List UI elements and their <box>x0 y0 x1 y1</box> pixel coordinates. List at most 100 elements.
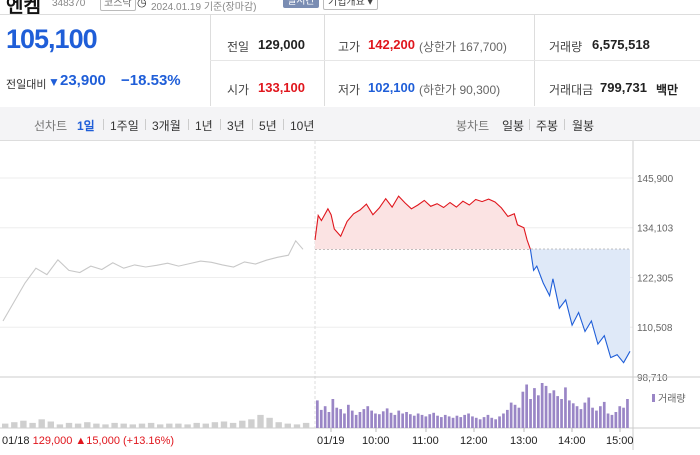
base-date: 2024.01.19 기준(장마감) <box>151 2 257 13</box>
tab-divider <box>220 119 221 130</box>
prev-day-summary-part: 01/18 <box>2 435 33 447</box>
tab-candle-week[interactable]: 주봉 <box>536 119 559 133</box>
today-volume-bar <box>529 399 532 428</box>
tab-candle-month[interactable]: 월봉 <box>572 119 595 133</box>
today-volume-bar <box>602 401 606 428</box>
today-volume-bar <box>343 413 346 428</box>
today-volume-bar <box>401 413 404 428</box>
tab-period-10y[interactable]: 10년 <box>290 119 315 133</box>
today-volume-bar <box>319 409 323 428</box>
x-tick-label: 11:00 <box>412 435 439 447</box>
today-volume-bar <box>397 410 401 428</box>
change-rate: −18.53% <box>121 72 181 89</box>
amount-value: 799,731 <box>600 80 647 95</box>
x-tick-label: 14:00 <box>558 435 586 447</box>
today-volume-bar <box>354 414 358 428</box>
y-tick-label: 98,710 <box>637 373 668 384</box>
x-tick-label: 01/19 <box>317 435 345 447</box>
x-tick-label: 12:00 <box>460 435 488 447</box>
today-volume-bar <box>482 417 486 428</box>
tab-period-1d[interactable]: 1일 <box>77 119 95 133</box>
prev-day-volume-bar <box>175 423 182 428</box>
today-volume-bar <box>521 391 525 428</box>
tab-period-1y[interactable]: 1년 <box>195 119 213 133</box>
intraday-chart[interactable]: 145,900 134,103 122,305 110,508 98,710 거래량 01/… <box>0 141 700 450</box>
prev-day-volume-bar <box>120 423 127 428</box>
market-badge: 코스닥 <box>100 0 136 11</box>
today-volume-bar <box>440 417 443 428</box>
prev-day-volume-bar <box>129 424 136 428</box>
tab-divider <box>529 119 530 130</box>
low-label: 저가 <box>338 83 361 97</box>
today-volume-bar <box>486 414 490 428</box>
high-value: 142,200 <box>368 37 415 52</box>
prev-day-volume-bar <box>248 419 255 428</box>
tab-line-chart[interactable]: 선차트 <box>34 119 68 133</box>
today-volume-bar <box>447 416 451 428</box>
company-info-button[interactable]: 기업개요 ▾ <box>323 0 378 10</box>
today-volume-bar <box>381 411 385 428</box>
today-up-price-line <box>314 195 531 250</box>
volume-legend-swatch <box>652 394 655 402</box>
realtime-button[interactable]: 실시간 <box>283 0 319 8</box>
today-volume-bar <box>599 406 602 428</box>
today-volume-bar <box>362 409 366 428</box>
today-volume-bar <box>506 409 509 428</box>
x-tick-label: 13:00 <box>510 435 538 447</box>
prev-day-volume-bar <box>111 422 118 428</box>
prev-close-value: 129,000 <box>258 37 305 52</box>
prev-day-volume-bar <box>266 417 273 428</box>
prev-day-volume-bar <box>29 422 36 428</box>
prev-day-volume-bar <box>38 419 45 428</box>
prev-day-volume-bar <box>229 422 237 428</box>
today-volume-bar <box>502 413 505 428</box>
prev-day-price-line <box>2 239 304 322</box>
tab-period-3m[interactable]: 3개월 <box>152 119 181 133</box>
today-volume-bar <box>416 413 420 428</box>
y-tick-label: 122,305 <box>637 274 674 285</box>
today-volume-bar <box>316 400 319 428</box>
today-volume-bar <box>327 412 331 428</box>
today-volume-bar <box>331 399 335 428</box>
today-volume-bar <box>587 397 591 428</box>
today-volume-bar <box>459 417 463 428</box>
stock-header: 엔켐 348370 코스닥 ◷ 2024.01.19 기준(장마감) 실시간 기… <box>0 0 700 14</box>
amount-unit: 백만 <box>656 83 679 97</box>
today-volume-bar <box>537 395 540 428</box>
low-value: 102,100 <box>368 80 415 95</box>
today-volume-bar <box>494 419 497 428</box>
price-chart-svg: 145,900 134,103 122,305 110,508 98,710 거래량 01/… <box>0 141 700 450</box>
today-volume-bar <box>350 410 354 428</box>
prev-day-volume-bar <box>184 424 191 428</box>
today-volume-bar <box>606 413 610 428</box>
clock-icon: ◷ <box>137 0 147 9</box>
today-volume-bar <box>595 410 598 428</box>
today-volume-bar <box>552 390 556 428</box>
today-volume-bar <box>335 407 339 428</box>
today-volume-bar <box>471 416 474 428</box>
tab-candle-day[interactable]: 일봉 <box>502 119 525 133</box>
tab-period-1w[interactable]: 1주일 <box>110 119 139 133</box>
prev-day-volume-bar <box>11 422 18 428</box>
today-volume-bar <box>436 415 439 428</box>
today-volume-bar <box>540 383 544 428</box>
tab-period-3y[interactable]: 3년 <box>227 119 245 133</box>
today-volume-bar <box>378 414 381 428</box>
tab-divider <box>188 119 189 130</box>
today-volume-bar <box>517 407 521 428</box>
prev-day-volume-bar <box>102 424 109 428</box>
prev-day-volume-bar <box>302 422 310 428</box>
prev-day-volume-bar <box>84 422 91 428</box>
tab-candle-chart[interactable]: 봉차트 <box>456 119 490 133</box>
prev-day-volume-bar <box>47 421 54 428</box>
tab-period-5y[interactable]: 5년 <box>259 119 277 133</box>
prev-day-summary-part: 129,000 <box>33 435 76 447</box>
tab-divider <box>564 119 565 130</box>
today-volume-bar <box>432 412 435 428</box>
chart-period-tabs: 선차트 1일 1주일 3개월 1년 3년 5년 10년 봉차트 일봉 주봉 월봉 <box>0 107 700 141</box>
x-tick-label: 15:00 <box>606 435 634 447</box>
y-tick-label: 110,508 <box>637 323 673 334</box>
today-volume-bar <box>467 413 470 428</box>
today-volume-bar <box>374 413 377 428</box>
change-label: 전일대비 <box>6 79 47 91</box>
